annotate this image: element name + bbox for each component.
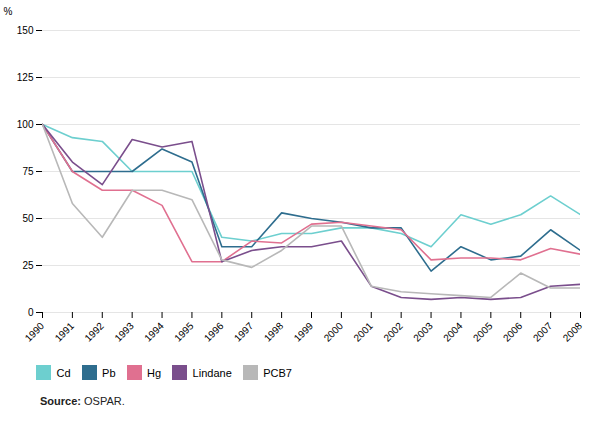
svg-text:2001: 2001	[351, 320, 375, 344]
svg-text:75: 75	[22, 166, 34, 177]
html-text:Lindane: Lindane	[192, 366, 232, 379]
html-text:Pb: Pb	[102, 366, 116, 379]
svg-text:1994: 1994	[142, 320, 166, 344]
svg-text:2000: 2000	[322, 320, 346, 344]
svg-text:2002: 2002	[381, 320, 405, 344]
svg-text:100: 100	[17, 119, 34, 130]
svg-text:%: %	[4, 6, 13, 17]
svg-text:1991: 1991	[53, 320, 77, 344]
svg-text:2005: 2005	[471, 320, 495, 344]
svg-text:2008: 2008	[561, 320, 585, 344]
svg-text:50: 50	[22, 213, 34, 224]
html-text:Source: OSPAR.: Source: OSPAR.	[40, 395, 125, 407]
svg-text:1995: 1995	[172, 320, 196, 344]
svg-text:1990: 1990	[23, 320, 47, 344]
svg-text:1997: 1997	[232, 320, 256, 344]
svg-text:2004: 2004	[441, 320, 465, 344]
svg-text:1999: 1999	[292, 320, 316, 344]
html-text:PCB7: PCB7	[263, 366, 292, 379]
svg-text:2006: 2006	[501, 320, 525, 344]
html-text:Cd: Cd	[56, 366, 71, 379]
svg-text:0: 0	[28, 307, 34, 318]
svg-text:150: 150	[17, 25, 34, 36]
svg-text:25: 25	[22, 260, 34, 271]
html-text:Hg: Hg	[147, 366, 162, 379]
svg-text:2003: 2003	[411, 320, 435, 344]
svg-text:125: 125	[17, 72, 34, 83]
svg-text:1993: 1993	[112, 320, 136, 344]
svg-text:1996: 1996	[202, 320, 226, 344]
svg-text:1992: 1992	[82, 320, 106, 344]
svg-text:2007: 2007	[531, 320, 555, 344]
svg-text:1998: 1998	[262, 320, 286, 344]
